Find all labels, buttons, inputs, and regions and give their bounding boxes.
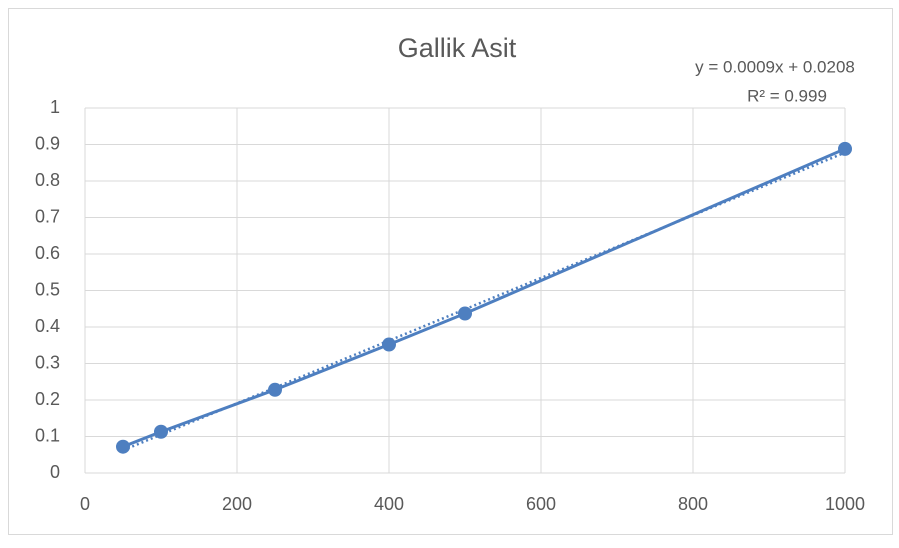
y-tick-label: 0.4 — [35, 316, 60, 336]
data-point — [838, 141, 852, 156]
data-point — [458, 306, 472, 321]
y-tick-label: 0.7 — [35, 206, 60, 226]
y-tick-label: 0.1 — [35, 425, 60, 445]
chart-title: Gallik Asit — [398, 33, 517, 63]
data-point — [268, 382, 282, 397]
y-tick-label: 0.6 — [35, 243, 60, 263]
x-tick-label: 200 — [222, 494, 252, 514]
y-tick-label: 0.8 — [35, 170, 60, 190]
x-tick-label: 400 — [374, 494, 404, 514]
trendline-equation: y = 0.0009x + 0.0208 — [695, 57, 855, 76]
y-tick-label: 0 — [50, 462, 60, 482]
trendline-r2: R² = 0.999 — [747, 86, 827, 105]
y-tick-label: 0.3 — [35, 352, 60, 372]
x-tick-label: 800 — [678, 494, 708, 514]
y-tick-label: 0.9 — [35, 133, 60, 153]
chart-border — [8, 8, 893, 535]
x-tick-label: 0 — [80, 494, 90, 514]
trendline — [122, 151, 846, 452]
y-tick-label: 1 — [50, 97, 60, 117]
x-tick-label: 600 — [526, 494, 556, 514]
y-tick-label: 0.5 — [35, 279, 60, 299]
x-tick-label: 1000 — [825, 494, 865, 514]
y-tick-label: 0.2 — [35, 389, 60, 409]
data-point — [154, 424, 168, 439]
data-point — [116, 439, 130, 454]
data-point — [382, 337, 396, 352]
